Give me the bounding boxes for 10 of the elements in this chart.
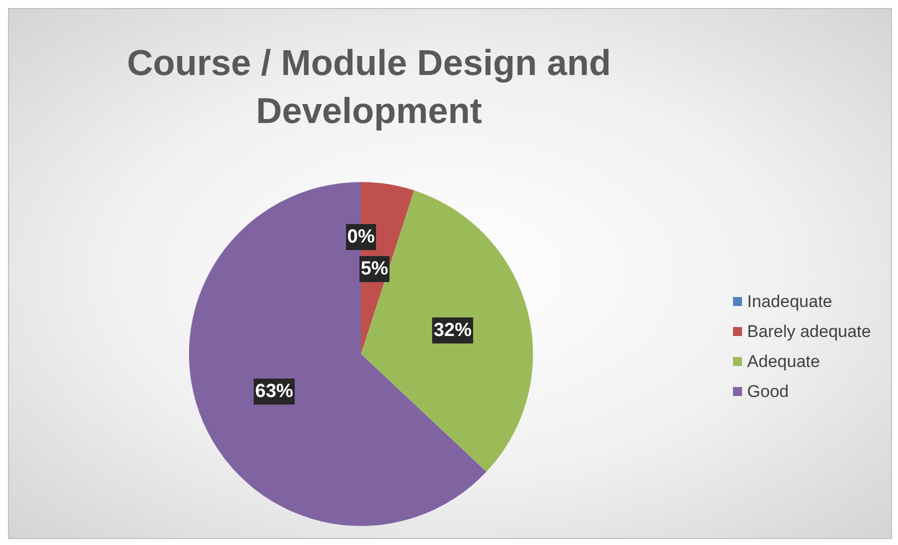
pie-slice: [189, 182, 486, 526]
legend-label: Barely adequate: [747, 320, 871, 342]
chart-title: Course / Module Design and Development: [126, 41, 612, 133]
data-label: 63%: [255, 381, 294, 402]
data-label: 5%: [360, 258, 388, 280]
legend-label: Adequate: [747, 350, 820, 372]
text: 0%: [347, 226, 375, 248]
data-label: 32%: [434, 320, 472, 341]
legend-label: Inadequate: [747, 290, 832, 312]
legend-label: Good: [747, 380, 789, 402]
